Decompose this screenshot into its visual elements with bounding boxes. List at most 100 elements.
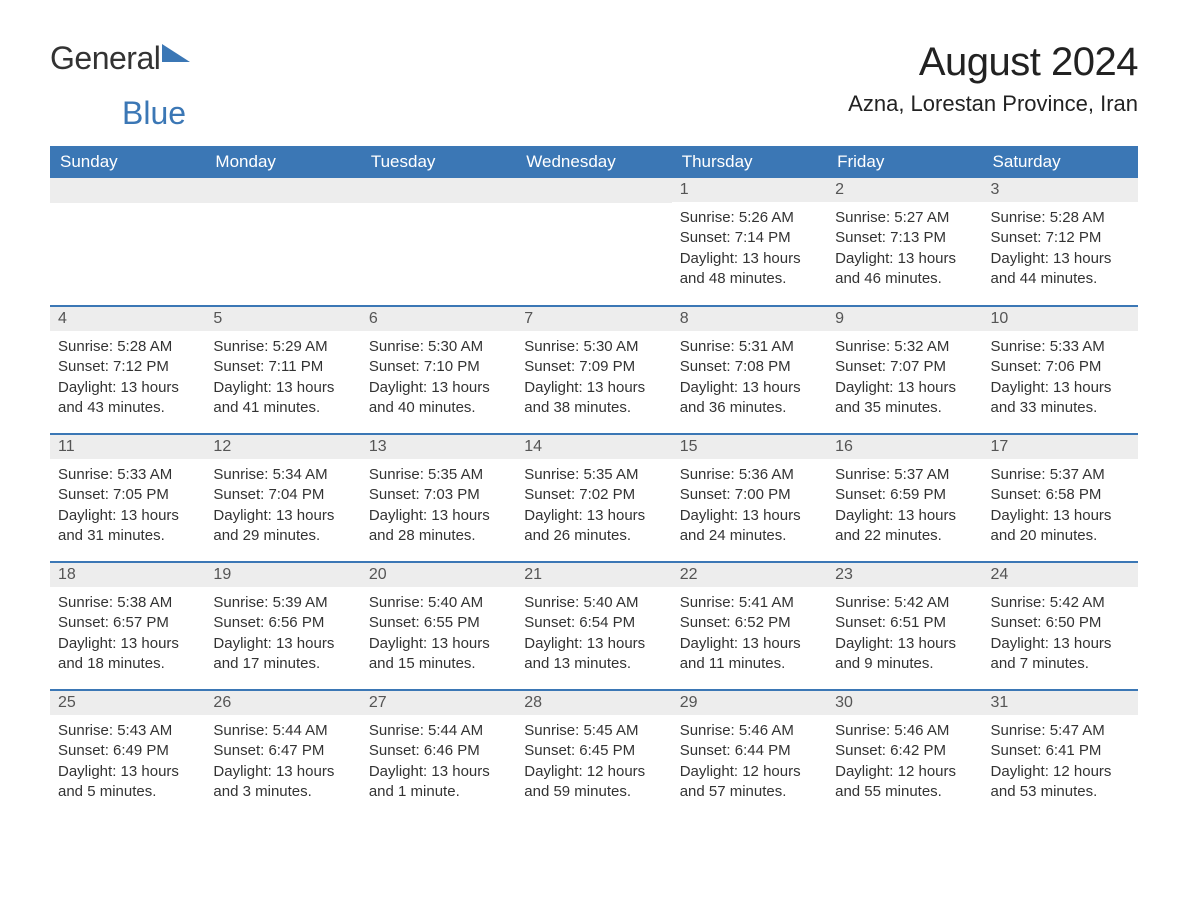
empty-day: [516, 178, 671, 203]
day-content: Sunrise: 5:34 AMSunset: 7:04 PMDaylight:…: [205, 459, 360, 556]
day-number: 29: [672, 691, 827, 715]
day-content: Sunrise: 5:30 AMSunset: 7:10 PMDaylight:…: [361, 331, 516, 428]
calendar-cell: 9Sunrise: 5:32 AMSunset: 7:07 PMDaylight…: [827, 306, 982, 434]
calendar-cell: 29Sunrise: 5:46 AMSunset: 6:44 PMDayligh…: [672, 690, 827, 818]
day-content: Sunrise: 5:43 AMSunset: 6:49 PMDaylight:…: [50, 715, 205, 812]
calendar-cell: [516, 178, 671, 306]
day-content: Sunrise: 5:28 AMSunset: 7:12 PMDaylight:…: [50, 331, 205, 428]
calendar-week: 11Sunrise: 5:33 AMSunset: 7:05 PMDayligh…: [50, 434, 1138, 562]
calendar-cell: 14Sunrise: 5:35 AMSunset: 7:02 PMDayligh…: [516, 434, 671, 562]
day-content: Sunrise: 5:42 AMSunset: 6:51 PMDaylight:…: [827, 587, 982, 684]
weekday-monday: Monday: [205, 146, 360, 178]
empty-day: [361, 178, 516, 203]
day-number: 25: [50, 691, 205, 715]
calendar-table: SundayMondayTuesdayWednesdayThursdayFrid…: [50, 146, 1138, 818]
day-number: 2: [827, 178, 982, 202]
logo-word2: Blue: [122, 95, 186, 131]
calendar-cell: 27Sunrise: 5:44 AMSunset: 6:46 PMDayligh…: [361, 690, 516, 818]
location-text: Azna, Lorestan Province, Iran: [848, 91, 1138, 117]
day-number: 30: [827, 691, 982, 715]
calendar-cell: 25Sunrise: 5:43 AMSunset: 6:49 PMDayligh…: [50, 690, 205, 818]
calendar-cell: 20Sunrise: 5:40 AMSunset: 6:55 PMDayligh…: [361, 562, 516, 690]
calendar-cell: 26Sunrise: 5:44 AMSunset: 6:47 PMDayligh…: [205, 690, 360, 818]
day-number: 16: [827, 435, 982, 459]
day-number: 19: [205, 563, 360, 587]
day-content: Sunrise: 5:26 AMSunset: 7:14 PMDaylight:…: [672, 202, 827, 299]
day-number: 24: [983, 563, 1138, 587]
weekday-wednesday: Wednesday: [516, 146, 671, 178]
day-content: Sunrise: 5:44 AMSunset: 6:46 PMDaylight:…: [361, 715, 516, 812]
weekday-sunday: Sunday: [50, 146, 205, 178]
calendar-cell: 15Sunrise: 5:36 AMSunset: 7:00 PMDayligh…: [672, 434, 827, 562]
day-number: 4: [50, 307, 205, 331]
calendar-cell: [205, 178, 360, 306]
calendar-cell: 12Sunrise: 5:34 AMSunset: 7:04 PMDayligh…: [205, 434, 360, 562]
calendar-cell: 3Sunrise: 5:28 AMSunset: 7:12 PMDaylight…: [983, 178, 1138, 306]
calendar-cell: 18Sunrise: 5:38 AMSunset: 6:57 PMDayligh…: [50, 562, 205, 690]
day-content: Sunrise: 5:45 AMSunset: 6:45 PMDaylight:…: [516, 715, 671, 812]
calendar-cell: 24Sunrise: 5:42 AMSunset: 6:50 PMDayligh…: [983, 562, 1138, 690]
day-content: Sunrise: 5:44 AMSunset: 6:47 PMDaylight:…: [205, 715, 360, 812]
day-number: 22: [672, 563, 827, 587]
day-number: 14: [516, 435, 671, 459]
day-content: Sunrise: 5:33 AMSunset: 7:06 PMDaylight:…: [983, 331, 1138, 428]
day-content: Sunrise: 5:37 AMSunset: 6:58 PMDaylight:…: [983, 459, 1138, 556]
day-number: 20: [361, 563, 516, 587]
calendar-cell: 21Sunrise: 5:40 AMSunset: 6:54 PMDayligh…: [516, 562, 671, 690]
day-number: 21: [516, 563, 671, 587]
calendar-cell: 30Sunrise: 5:46 AMSunset: 6:42 PMDayligh…: [827, 690, 982, 818]
day-content: Sunrise: 5:46 AMSunset: 6:42 PMDaylight:…: [827, 715, 982, 812]
weekday-thursday: Thursday: [672, 146, 827, 178]
calendar-week: 25Sunrise: 5:43 AMSunset: 6:49 PMDayligh…: [50, 690, 1138, 818]
calendar-cell: 6Sunrise: 5:30 AMSunset: 7:10 PMDaylight…: [361, 306, 516, 434]
calendar-cell: 8Sunrise: 5:31 AMSunset: 7:08 PMDaylight…: [672, 306, 827, 434]
calendar-cell: 31Sunrise: 5:47 AMSunset: 6:41 PMDayligh…: [983, 690, 1138, 818]
day-content: Sunrise: 5:31 AMSunset: 7:08 PMDaylight:…: [672, 331, 827, 428]
calendar-cell: 22Sunrise: 5:41 AMSunset: 6:52 PMDayligh…: [672, 562, 827, 690]
calendar-cell: 19Sunrise: 5:39 AMSunset: 6:56 PMDayligh…: [205, 562, 360, 690]
day-number: 8: [672, 307, 827, 331]
calendar-body: 1Sunrise: 5:26 AMSunset: 7:14 PMDaylight…: [50, 178, 1138, 818]
calendar-cell: 7Sunrise: 5:30 AMSunset: 7:09 PMDaylight…: [516, 306, 671, 434]
day-content: Sunrise: 5:27 AMSunset: 7:13 PMDaylight:…: [827, 202, 982, 299]
calendar-cell: 5Sunrise: 5:29 AMSunset: 7:11 PMDaylight…: [205, 306, 360, 434]
weekday-friday: Friday: [827, 146, 982, 178]
day-content: Sunrise: 5:47 AMSunset: 6:41 PMDaylight:…: [983, 715, 1138, 812]
day-content: Sunrise: 5:29 AMSunset: 7:11 PMDaylight:…: [205, 331, 360, 428]
day-content: Sunrise: 5:40 AMSunset: 6:55 PMDaylight:…: [361, 587, 516, 684]
calendar-cell: 1Sunrise: 5:26 AMSunset: 7:14 PMDaylight…: [672, 178, 827, 306]
calendar-cell: [50, 178, 205, 306]
calendar-week: 18Sunrise: 5:38 AMSunset: 6:57 PMDayligh…: [50, 562, 1138, 690]
day-number: 28: [516, 691, 671, 715]
calendar-week: 4Sunrise: 5:28 AMSunset: 7:12 PMDaylight…: [50, 306, 1138, 434]
day-content: Sunrise: 5:30 AMSunset: 7:09 PMDaylight:…: [516, 331, 671, 428]
day-number: 9: [827, 307, 982, 331]
empty-day: [50, 178, 205, 203]
calendar-cell: 4Sunrise: 5:28 AMSunset: 7:12 PMDaylight…: [50, 306, 205, 434]
empty-day: [205, 178, 360, 203]
day-number: 11: [50, 435, 205, 459]
day-content: Sunrise: 5:42 AMSunset: 6:50 PMDaylight:…: [983, 587, 1138, 684]
day-number: 18: [50, 563, 205, 587]
page-title: August 2024: [848, 40, 1138, 85]
day-number: 23: [827, 563, 982, 587]
day-content: Sunrise: 5:35 AMSunset: 7:02 PMDaylight:…: [516, 459, 671, 556]
day-content: Sunrise: 5:40 AMSunset: 6:54 PMDaylight:…: [516, 587, 671, 684]
logo-triangle-icon: [162, 44, 190, 62]
day-content: Sunrise: 5:28 AMSunset: 7:12 PMDaylight:…: [983, 202, 1138, 299]
day-number: 27: [361, 691, 516, 715]
calendar-cell: 10Sunrise: 5:33 AMSunset: 7:06 PMDayligh…: [983, 306, 1138, 434]
calendar-cell: 16Sunrise: 5:37 AMSunset: 6:59 PMDayligh…: [827, 434, 982, 562]
day-content: Sunrise: 5:39 AMSunset: 6:56 PMDaylight:…: [205, 587, 360, 684]
weekday-header-row: SundayMondayTuesdayWednesdayThursdayFrid…: [50, 146, 1138, 178]
weekday-tuesday: Tuesday: [361, 146, 516, 178]
day-number: 31: [983, 691, 1138, 715]
day-number: 15: [672, 435, 827, 459]
calendar-cell: 28Sunrise: 5:45 AMSunset: 6:45 PMDayligh…: [516, 690, 671, 818]
logo-word1: General: [50, 40, 160, 77]
calendar-cell: 13Sunrise: 5:35 AMSunset: 7:03 PMDayligh…: [361, 434, 516, 562]
day-content: Sunrise: 5:35 AMSunset: 7:03 PMDaylight:…: [361, 459, 516, 556]
calendar-cell: 11Sunrise: 5:33 AMSunset: 7:05 PMDayligh…: [50, 434, 205, 562]
day-number: 3: [983, 178, 1138, 202]
day-number: 7: [516, 307, 671, 331]
